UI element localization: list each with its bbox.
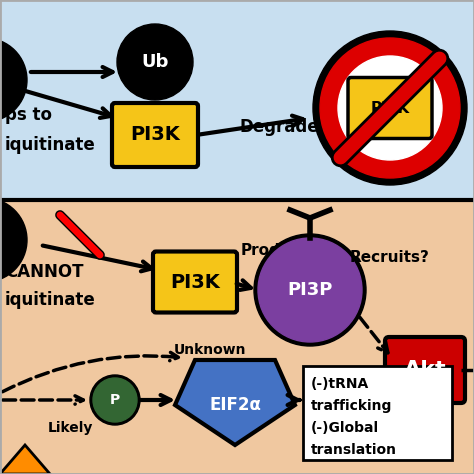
Text: Recruits?: Recruits? — [350, 250, 430, 265]
Text: Likely: Likely — [47, 421, 93, 435]
Text: CANNOT: CANNOT — [5, 263, 83, 281]
Text: PI3K: PI3K — [130, 126, 180, 145]
FancyBboxPatch shape — [0, 200, 474, 474]
Circle shape — [0, 38, 27, 122]
Text: P: P — [110, 393, 120, 407]
Text: Unknown: Unknown — [174, 343, 246, 357]
Text: ps to: ps to — [5, 106, 52, 124]
Text: Produces: Produces — [240, 243, 319, 257]
Text: iquitinate: iquitinate — [5, 291, 96, 309]
Text: (-)Global: (-)Global — [311, 421, 379, 435]
Polygon shape — [175, 360, 295, 445]
Text: Ub: Ub — [141, 53, 169, 71]
Text: PI3K: PI3K — [371, 100, 410, 116]
FancyBboxPatch shape — [112, 103, 198, 167]
FancyBboxPatch shape — [153, 252, 237, 312]
Text: Degraded: Degraded — [239, 118, 331, 136]
Circle shape — [313, 31, 467, 185]
Circle shape — [320, 38, 460, 178]
Text: (-)tRNA: (-)tRNA — [311, 377, 369, 391]
Text: PI3K: PI3K — [170, 273, 220, 292]
FancyBboxPatch shape — [303, 366, 452, 460]
Circle shape — [338, 56, 442, 160]
Text: translation: translation — [311, 443, 397, 457]
Circle shape — [0, 198, 27, 282]
Polygon shape — [0, 445, 50, 474]
Circle shape — [90, 375, 140, 425]
FancyBboxPatch shape — [385, 337, 465, 403]
FancyBboxPatch shape — [0, 0, 474, 200]
Circle shape — [258, 238, 362, 342]
Text: trafficking: trafficking — [311, 399, 392, 413]
Text: Akt: Akt — [404, 360, 447, 380]
Text: EIF2α: EIF2α — [209, 396, 261, 414]
Circle shape — [254, 234, 366, 346]
Text: PI3P: PI3P — [287, 281, 333, 299]
FancyBboxPatch shape — [348, 78, 432, 138]
Circle shape — [93, 378, 137, 422]
Text: iquitinate: iquitinate — [5, 136, 96, 154]
Circle shape — [117, 24, 193, 100]
